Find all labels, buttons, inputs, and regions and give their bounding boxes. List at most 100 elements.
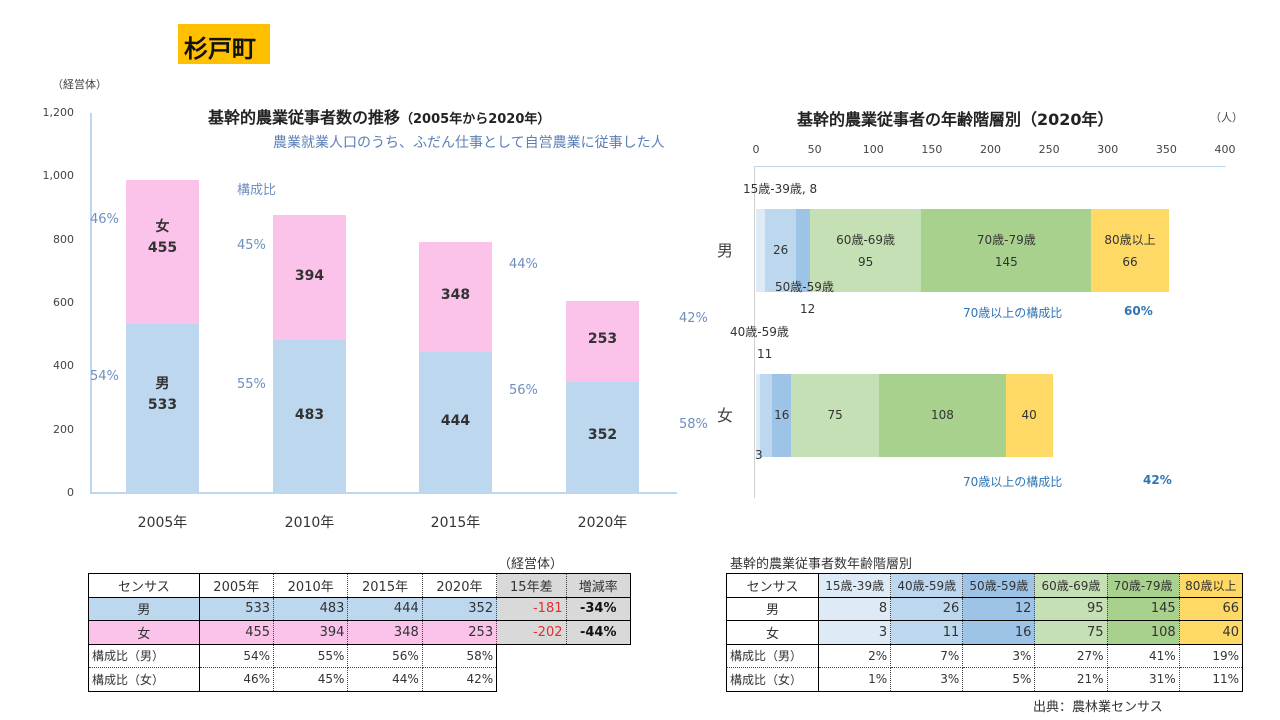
data-label-male: 533	[147, 396, 178, 413]
table-row: 構成比（女） 46% 45% 44% 42%	[88, 667, 631, 692]
data-label-male: 444	[440, 412, 471, 429]
table-cell: 42%	[422, 667, 498, 692]
table-cell: 21%	[1034, 667, 1108, 692]
ratio-label-male: 70歳以上の構成比	[963, 306, 1063, 320]
ratio-male: 54%	[90, 368, 119, 384]
data-label: 40	[1006, 404, 1053, 426]
x-axis-line	[754, 166, 1226, 167]
table-cell: 構成比（女）	[88, 667, 200, 692]
table-cell: 394	[273, 620, 349, 645]
table-cell: -34%	[566, 597, 631, 621]
segment-value: 40	[1021, 408, 1037, 422]
table-cell: センサス	[726, 573, 820, 598]
table-cell: -202	[496, 620, 567, 645]
bar-segment: 80歳以上 66	[1091, 209, 1169, 292]
table-cell: 54%	[199, 644, 275, 668]
data-label: 108	[879, 404, 1006, 426]
x-tick-label: 400	[1214, 143, 1236, 156]
table-cell	[496, 644, 566, 668]
annotation-male-15-39: 15歳-39歳, 8	[743, 182, 818, 196]
table-cell: -44%	[566, 620, 631, 645]
annotation-male-50-59: 50歳-59歳	[775, 280, 834, 294]
table-cell: 56%	[347, 644, 423, 668]
x-tick-label: 350	[1155, 143, 1177, 156]
ratio-female: 46%	[90, 212, 119, 228]
ratio-label-female: 70歳以上の構成比	[963, 475, 1063, 489]
table-cell: 8	[818, 597, 892, 621]
bar-segment	[795, 209, 810, 292]
table-row: 女 3 11 16 75 108 40	[726, 620, 1244, 645]
age-table: センサス 15歳-39歳 40歳-59歳 50歳-59歳 60歳-69歳 70歳-79歳 8…	[726, 573, 1244, 692]
table-row: 構成比（女） 1% 3% 5% 21% 31% 11%	[726, 667, 1244, 692]
data-label-male: 352	[587, 427, 618, 444]
table-cell	[496, 667, 566, 691]
x-axis-unit: （人）	[1210, 111, 1243, 124]
bar-female	[419, 242, 492, 353]
table-cell: 2020年	[422, 573, 498, 598]
bar-female	[566, 301, 639, 382]
table-cell: 7%	[890, 644, 964, 668]
segment-name: 80歳以上	[1104, 233, 1156, 247]
table-cell: 3%	[962, 644, 1036, 668]
right-chart-title: 基幹的農業従事者の年齢階層別（2020年）	[797, 110, 1114, 129]
source-note: 出典：農林業センサス	[1033, 700, 1163, 715]
x-tick-label: 200	[980, 143, 1001, 156]
table-cell: 58%	[422, 644, 498, 668]
town-name-badge: 杉戸町	[178, 24, 270, 64]
bar-male: 26 60歳-69歳 95 70歳-79歳 145 80歳以上 66	[756, 209, 1169, 292]
segment-value: 26	[772, 243, 789, 257]
table-cell: 1%	[818, 667, 892, 692]
data-label-female: 455	[147, 240, 178, 257]
bar-male	[273, 340, 346, 493]
data-label: 70歳-79歳 145	[921, 229, 1091, 273]
table-row: 構成比（男） 54% 55% 56% 58%	[88, 644, 631, 668]
table-row: 女 455 394 348 253 -202 -44%	[88, 620, 631, 645]
ratio-female: 44%	[509, 257, 538, 273]
table-cell: 31%	[1107, 667, 1180, 692]
bar-segment	[756, 374, 760, 457]
table-cell: 40	[1179, 620, 1244, 645]
x-tick-label: 100	[862, 143, 884, 156]
table-cell: 構成比（男）	[726, 644, 820, 668]
data-label: 16	[772, 404, 791, 426]
bar-segment: 16	[772, 374, 792, 457]
table2-title: 基幹的農業従事者数年齢階層別	[730, 557, 913, 572]
x-tick-label: 250	[1038, 143, 1060, 156]
table-cell: 44%	[347, 667, 423, 692]
bar-segment: 40	[1005, 374, 1053, 457]
segment-value: 145	[994, 255, 1018, 269]
data-label-female: 253	[587, 331, 618, 348]
data-label-male: 483	[294, 406, 325, 423]
table-cell: 80歳以上	[1179, 573, 1244, 598]
ratio-male: 56%	[509, 382, 538, 398]
y-tick-label: 1,000	[42, 169, 75, 183]
bar-segment: 26	[765, 209, 796, 292]
ratio-male: 55%	[237, 376, 266, 392]
table-cell: 26	[890, 597, 964, 621]
table-cell: 11%	[1179, 667, 1244, 692]
y-axis-unit: （経営体）	[52, 78, 107, 91]
data-label: 75	[791, 404, 879, 426]
ratio-female: 42%	[679, 311, 708, 327]
table-row: 男 533 483 444 352 -181 -34%	[88, 597, 631, 621]
table-cell: センサス	[88, 573, 200, 598]
table-cell	[566, 644, 631, 668]
table-cell: 男	[88, 597, 200, 621]
bar-segment: 108	[879, 374, 1006, 457]
table-cell: 構成比（男）	[88, 644, 200, 668]
x-tick-label: 0	[752, 143, 760, 156]
table-row: 構成比（男） 2% 7% 3% 27% 41% 19%	[726, 644, 1244, 668]
table-cell: 41%	[1107, 644, 1180, 668]
table-cell: 145	[1107, 597, 1180, 621]
bar-male	[126, 324, 199, 493]
table-row: 男 8 26 12 95 145 66	[726, 597, 1244, 621]
bar-male	[419, 352, 492, 493]
data-label-female: 394	[294, 267, 325, 284]
table-cell: 66	[1179, 597, 1244, 621]
ratio-value-female: 42%	[1143, 473, 1172, 487]
bar-segment	[759, 374, 773, 457]
table-cell: 2005年	[199, 573, 275, 598]
table-cell: 女	[88, 620, 200, 645]
y-tick-label: 400	[53, 359, 74, 373]
table-cell: 2015年	[347, 573, 423, 598]
